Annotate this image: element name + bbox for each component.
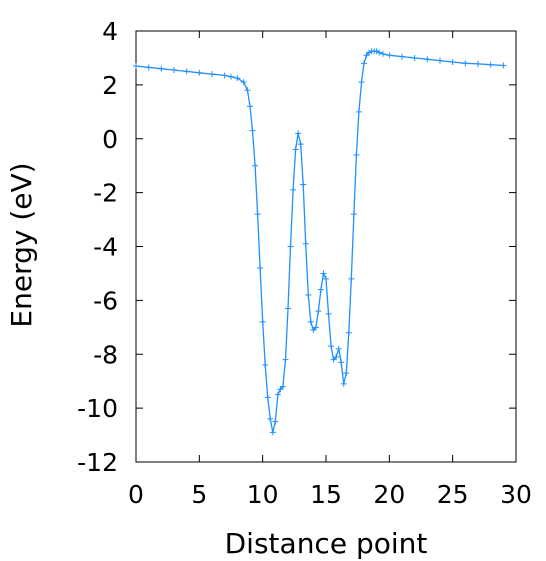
data-point-marker — [312, 324, 319, 331]
data-point-marker — [373, 48, 380, 55]
data-point-marker — [267, 415, 274, 422]
x-tick-label: 10 — [247, 480, 279, 509]
data-point-marker — [449, 58, 456, 65]
data-point-marker — [380, 50, 386, 57]
data-point-marker — [340, 380, 347, 387]
data-point-marker — [158, 65, 165, 72]
data-point-marker — [305, 291, 312, 298]
data-point-marker — [363, 52, 370, 59]
data-point-marker — [252, 162, 259, 169]
data-point-marker — [302, 240, 309, 247]
data-point-marker — [437, 57, 443, 64]
data-point-marker — [411, 54, 418, 61]
data-point-marker — [386, 52, 393, 59]
data-point-marker — [462, 60, 469, 67]
data-point-marker — [345, 329, 352, 336]
data-point-marker — [350, 211, 357, 218]
x-tick-label: 0 — [128, 480, 144, 509]
data-point-marker — [257, 265, 264, 272]
data-point-marker — [133, 63, 139, 70]
y-tick-label: -10 — [77, 394, 118, 423]
data-point-marker — [221, 72, 228, 79]
axis-ticks — [135, 30, 517, 463]
data-point-marker — [366, 49, 373, 56]
data-point-marker — [277, 386, 284, 393]
data-point-marker — [297, 141, 304, 148]
data-point-marker — [279, 383, 286, 390]
data-point-marker — [307, 318, 314, 325]
data-point-marker — [272, 418, 279, 425]
data-point-marker — [315, 308, 322, 315]
data-point-marker — [234, 75, 241, 82]
data-point-marker — [269, 429, 276, 436]
data-point-marker — [295, 130, 302, 137]
data-point-marker — [500, 62, 507, 69]
data-point-marker — [209, 71, 215, 78]
data-point-marker — [282, 356, 289, 363]
y-tick-label: 0 — [102, 125, 118, 154]
data-point-marker — [320, 270, 327, 277]
y-tick-label: -12 — [77, 448, 118, 477]
data-point-marker — [292, 146, 299, 153]
data-point-marker — [262, 362, 269, 369]
data-point-marker — [399, 53, 405, 60]
x-tick-label: 15 — [310, 480, 342, 509]
data-point-marker — [247, 103, 253, 110]
y-tick-label: -6 — [93, 286, 118, 315]
data-point-marker — [228, 73, 234, 80]
data-point-marker — [171, 67, 177, 74]
data-point-marker — [145, 64, 152, 71]
data-point-marker — [300, 181, 307, 188]
data-point-marker — [196, 69, 203, 76]
data-point-marker — [335, 345, 342, 352]
x-tick-label: 20 — [373, 480, 405, 509]
data-point-marker — [183, 68, 190, 75]
data-point-marker — [249, 127, 256, 134]
y-axis-title: Energy (eV) — [5, 162, 38, 327]
data-point-marker — [323, 275, 329, 282]
data-point-marker — [244, 87, 251, 94]
x-tick-label: 30 — [500, 480, 532, 509]
data-point-marker — [475, 60, 481, 67]
data-point-marker — [274, 391, 281, 398]
data-point-marker — [358, 79, 365, 86]
y-tick-label: 2 — [102, 71, 118, 100]
data-point-marker — [290, 186, 297, 193]
data-point-marker — [355, 108, 362, 115]
y-tick-label: -8 — [93, 340, 118, 369]
data-point-marker — [317, 286, 324, 293]
data-point-marker — [343, 370, 350, 377]
axis-tick-labels: 0 5 10 15 20 25 30 -12 -10 -8 -6 -4 -2 0 2 4 — [77, 17, 532, 509]
plot-area-frame — [135, 30, 517, 463]
x-axis-title: Distance point — [225, 527, 428, 560]
data-point-marker — [328, 343, 335, 350]
data-point-marker — [259, 318, 266, 325]
data-point-marker — [325, 310, 332, 317]
y-tick-label: 4 — [102, 17, 118, 46]
data-point-marker — [487, 61, 494, 68]
data-point-marker — [285, 305, 291, 312]
data-point-marker — [264, 394, 271, 401]
data-point-marker — [348, 275, 355, 282]
data-point-marker — [287, 243, 294, 250]
x-tick-label: 5 — [191, 480, 207, 509]
series-line — [135, 50, 504, 433]
data-point-marker — [376, 49, 383, 56]
data-point-marker — [333, 353, 340, 360]
data-point-marker — [330, 356, 337, 363]
series-group — [133, 48, 507, 436]
data-point-marker — [254, 211, 261, 218]
y-tick-label: -2 — [93, 179, 118, 208]
data-point-marker — [361, 60, 367, 67]
data-point-marker — [310, 327, 317, 334]
data-point-marker — [353, 151, 360, 158]
data-point-marker — [240, 79, 247, 86]
y-tick-label: -4 — [93, 233, 118, 262]
x-tick-label: 25 — [437, 480, 469, 509]
data-point-marker — [338, 359, 345, 366]
data-point-marker — [424, 56, 431, 63]
